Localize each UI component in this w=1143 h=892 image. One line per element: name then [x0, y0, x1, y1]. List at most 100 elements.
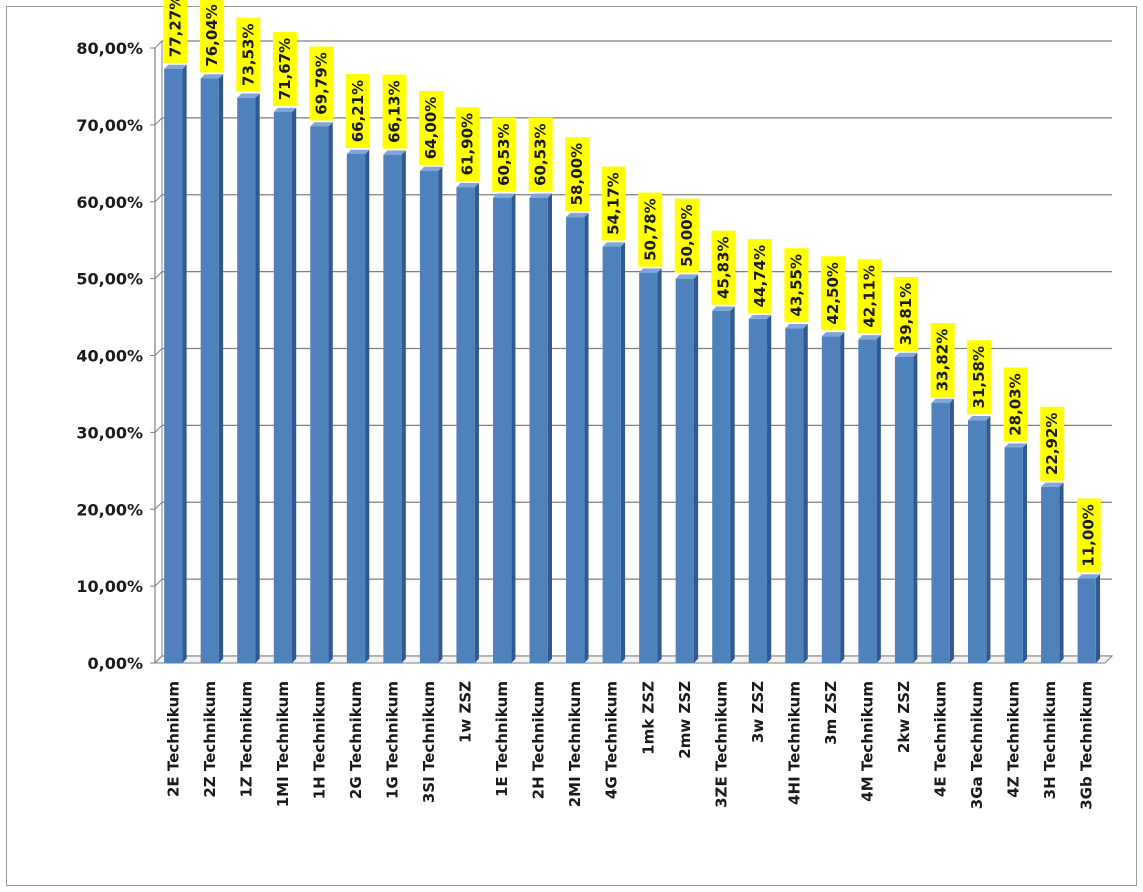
bar-top — [492, 193, 516, 198]
x-tick-label: 3SI Technikum — [420, 681, 438, 803]
bar-top — [346, 149, 370, 155]
bar-top — [858, 335, 881, 340]
bar-side — [255, 93, 260, 663]
data-label-text: 11,00% — [1080, 504, 1098, 566]
data-label: 43,55% — [784, 248, 809, 323]
data-label-bg — [382, 74, 407, 149]
x-tick-label: 1G Technikum — [384, 681, 402, 799]
bar — [237, 93, 260, 663]
bar — [164, 64, 187, 664]
bar-front — [200, 78, 219, 663]
data-label: 73,53% — [236, 17, 261, 92]
bar-front — [346, 154, 366, 663]
y-tick-label: 0,00% — [87, 654, 143, 673]
bar-front — [492, 197, 512, 663]
data-label-bg — [455, 107, 480, 182]
x-tick-label: 2MI Technikum — [566, 681, 584, 807]
data-label-bg — [309, 46, 334, 121]
bar-top — [675, 274, 699, 279]
bar-front — [675, 278, 694, 663]
bar-top — [419, 166, 443, 171]
gridline-depth — [154, 117, 163, 126]
data-label-text: 42,50% — [824, 262, 842, 324]
bar-side — [182, 64, 187, 664]
bar-top — [200, 74, 224, 79]
bar-top — [602, 242, 626, 247]
bar-side — [840, 332, 845, 663]
bar — [931, 398, 954, 663]
x-tick-label: 3Ga Technikum — [968, 681, 986, 809]
bar-side — [657, 268, 662, 663]
bar-top — [566, 212, 589, 218]
bar — [566, 212, 589, 664]
data-label-text: 44,74% — [751, 245, 769, 307]
x-tick-label: 1mk ZSZ — [639, 681, 657, 755]
x-tick-label: 3m ZSZ — [822, 681, 840, 745]
gridline-depth — [154, 425, 163, 433]
data-label: 11,00% — [1076, 498, 1101, 573]
bar — [200, 74, 224, 664]
data-label: 44,74% — [747, 239, 772, 314]
data-label-text: 61,90% — [459, 113, 477, 175]
x-tick-label: 2H Technikum — [530, 681, 548, 799]
bar — [419, 166, 443, 664]
data-label-bg — [272, 32, 297, 107]
bar-front — [237, 97, 256, 663]
bar — [712, 306, 735, 663]
bar-side — [730, 306, 735, 663]
data-label-text: 43,55% — [787, 254, 805, 316]
y-tick-label: 70,00% — [76, 116, 143, 135]
y-tick-label: 30,00% — [76, 423, 143, 442]
bar — [310, 122, 333, 664]
data-label-text: 60,53% — [495, 123, 513, 185]
y-tick-label: 50,00% — [76, 270, 143, 289]
data-label: 69,79% — [309, 46, 334, 121]
data-label: 77,27% — [163, 0, 188, 63]
bar-side — [1022, 443, 1027, 663]
bar — [529, 193, 552, 663]
x-tick-label: 1Z Technikum — [237, 681, 255, 798]
bar-front — [1077, 578, 1096, 663]
x-tick-label: 2E Technikum — [164, 681, 182, 797]
data-label-text: 33,82% — [934, 329, 952, 391]
bar-front — [566, 217, 585, 663]
bar-top — [456, 182, 479, 188]
x-tick-label: 1MI Technikum — [274, 681, 292, 807]
x-tick-label: 3H Technikum — [1041, 681, 1059, 799]
y-tick-label: 20,00% — [76, 500, 143, 519]
bar-top — [639, 268, 662, 273]
data-label: 50,00% — [674, 198, 699, 273]
data-label-bg — [747, 239, 772, 314]
data-label-text: 69,79% — [312, 52, 330, 114]
bar — [456, 182, 479, 664]
data-label-bg — [711, 230, 736, 305]
bar-front — [639, 272, 658, 663]
x-tick-label: 4M Technikum — [859, 681, 877, 802]
bar-side — [328, 122, 333, 664]
bar-front — [748, 319, 768, 663]
bar-front — [967, 420, 987, 663]
data-label: 31,58% — [967, 340, 992, 415]
data-label-bg — [419, 91, 444, 165]
data-label: 54,17% — [601, 166, 626, 241]
bar — [346, 149, 370, 664]
data-label-text: 42,11% — [861, 265, 879, 327]
data-label-bg — [528, 117, 553, 192]
x-tick-label: 3Gb Technikum — [1078, 681, 1096, 810]
data-label-bg — [565, 137, 590, 212]
bar-top — [967, 416, 991, 421]
bar-front — [1004, 447, 1023, 663]
data-label: 50,78% — [638, 192, 663, 267]
bar-side — [365, 149, 370, 664]
bar-top — [310, 122, 333, 127]
x-tick-label: 2kw ZSZ — [895, 681, 913, 753]
data-label: 42,11% — [857, 259, 882, 334]
data-label-bg — [345, 74, 370, 149]
y-tick-label: 60,00% — [76, 193, 143, 212]
bar-side — [438, 166, 443, 664]
bar-side — [949, 398, 954, 663]
x-tick-label: 4Z Technikum — [1005, 681, 1023, 798]
bars — [164, 64, 1101, 664]
data-label: 22,92% — [1040, 406, 1065, 481]
